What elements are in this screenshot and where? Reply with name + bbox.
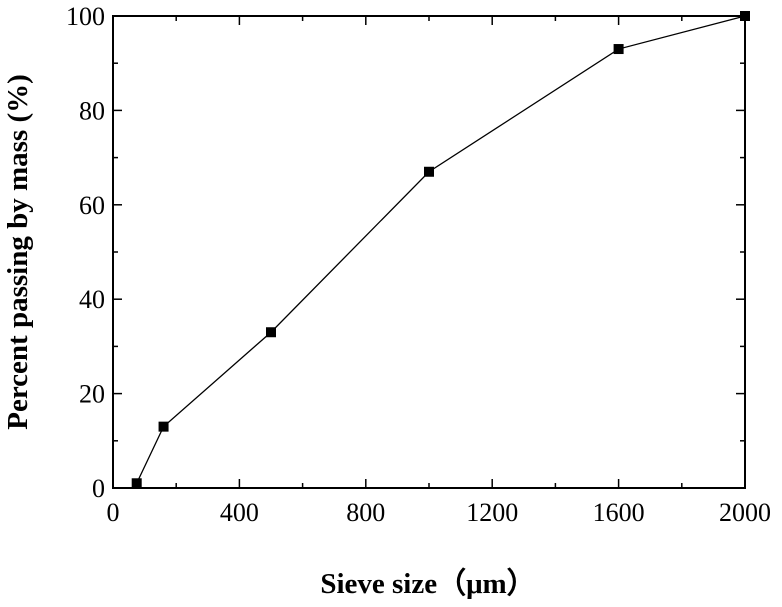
x-tick-label: 2000 [719,498,771,527]
y-tick-label: 0 [92,474,105,503]
data-point-marker [131,478,142,489]
data-layer [131,11,750,489]
y-tick-label: 20 [79,380,105,409]
data-point-marker [740,11,750,21]
y-tick-label: 100 [66,2,105,31]
x-tick-label: 800 [346,498,385,527]
series-line [136,15,746,484]
x-tick-label: 0 [107,498,120,527]
y-tick-label: 60 [79,191,105,220]
data-point-marker [266,327,276,338]
y-tick-label: 40 [79,285,105,314]
x-axis-title: Sieve size（μm） [320,567,535,600]
data-point-marker [613,44,624,55]
y-tick-label: 80 [79,96,105,125]
data-point-marker [158,421,169,432]
y-axis-title: Percent passing by mass (%) [2,74,34,430]
x-tick-label: 1600 [593,498,645,527]
x-tick-label: 400 [220,498,259,527]
plot-frame [112,15,746,489]
data-point-marker [424,166,434,177]
axes-layer: 0 400 800 1200 1600 2000 0 20 40 60 80 100 [66,2,771,527]
label-layer: Sieve size（μm） Percent passing by mass (… [2,74,536,600]
x-tick-label: 1200 [466,498,518,527]
